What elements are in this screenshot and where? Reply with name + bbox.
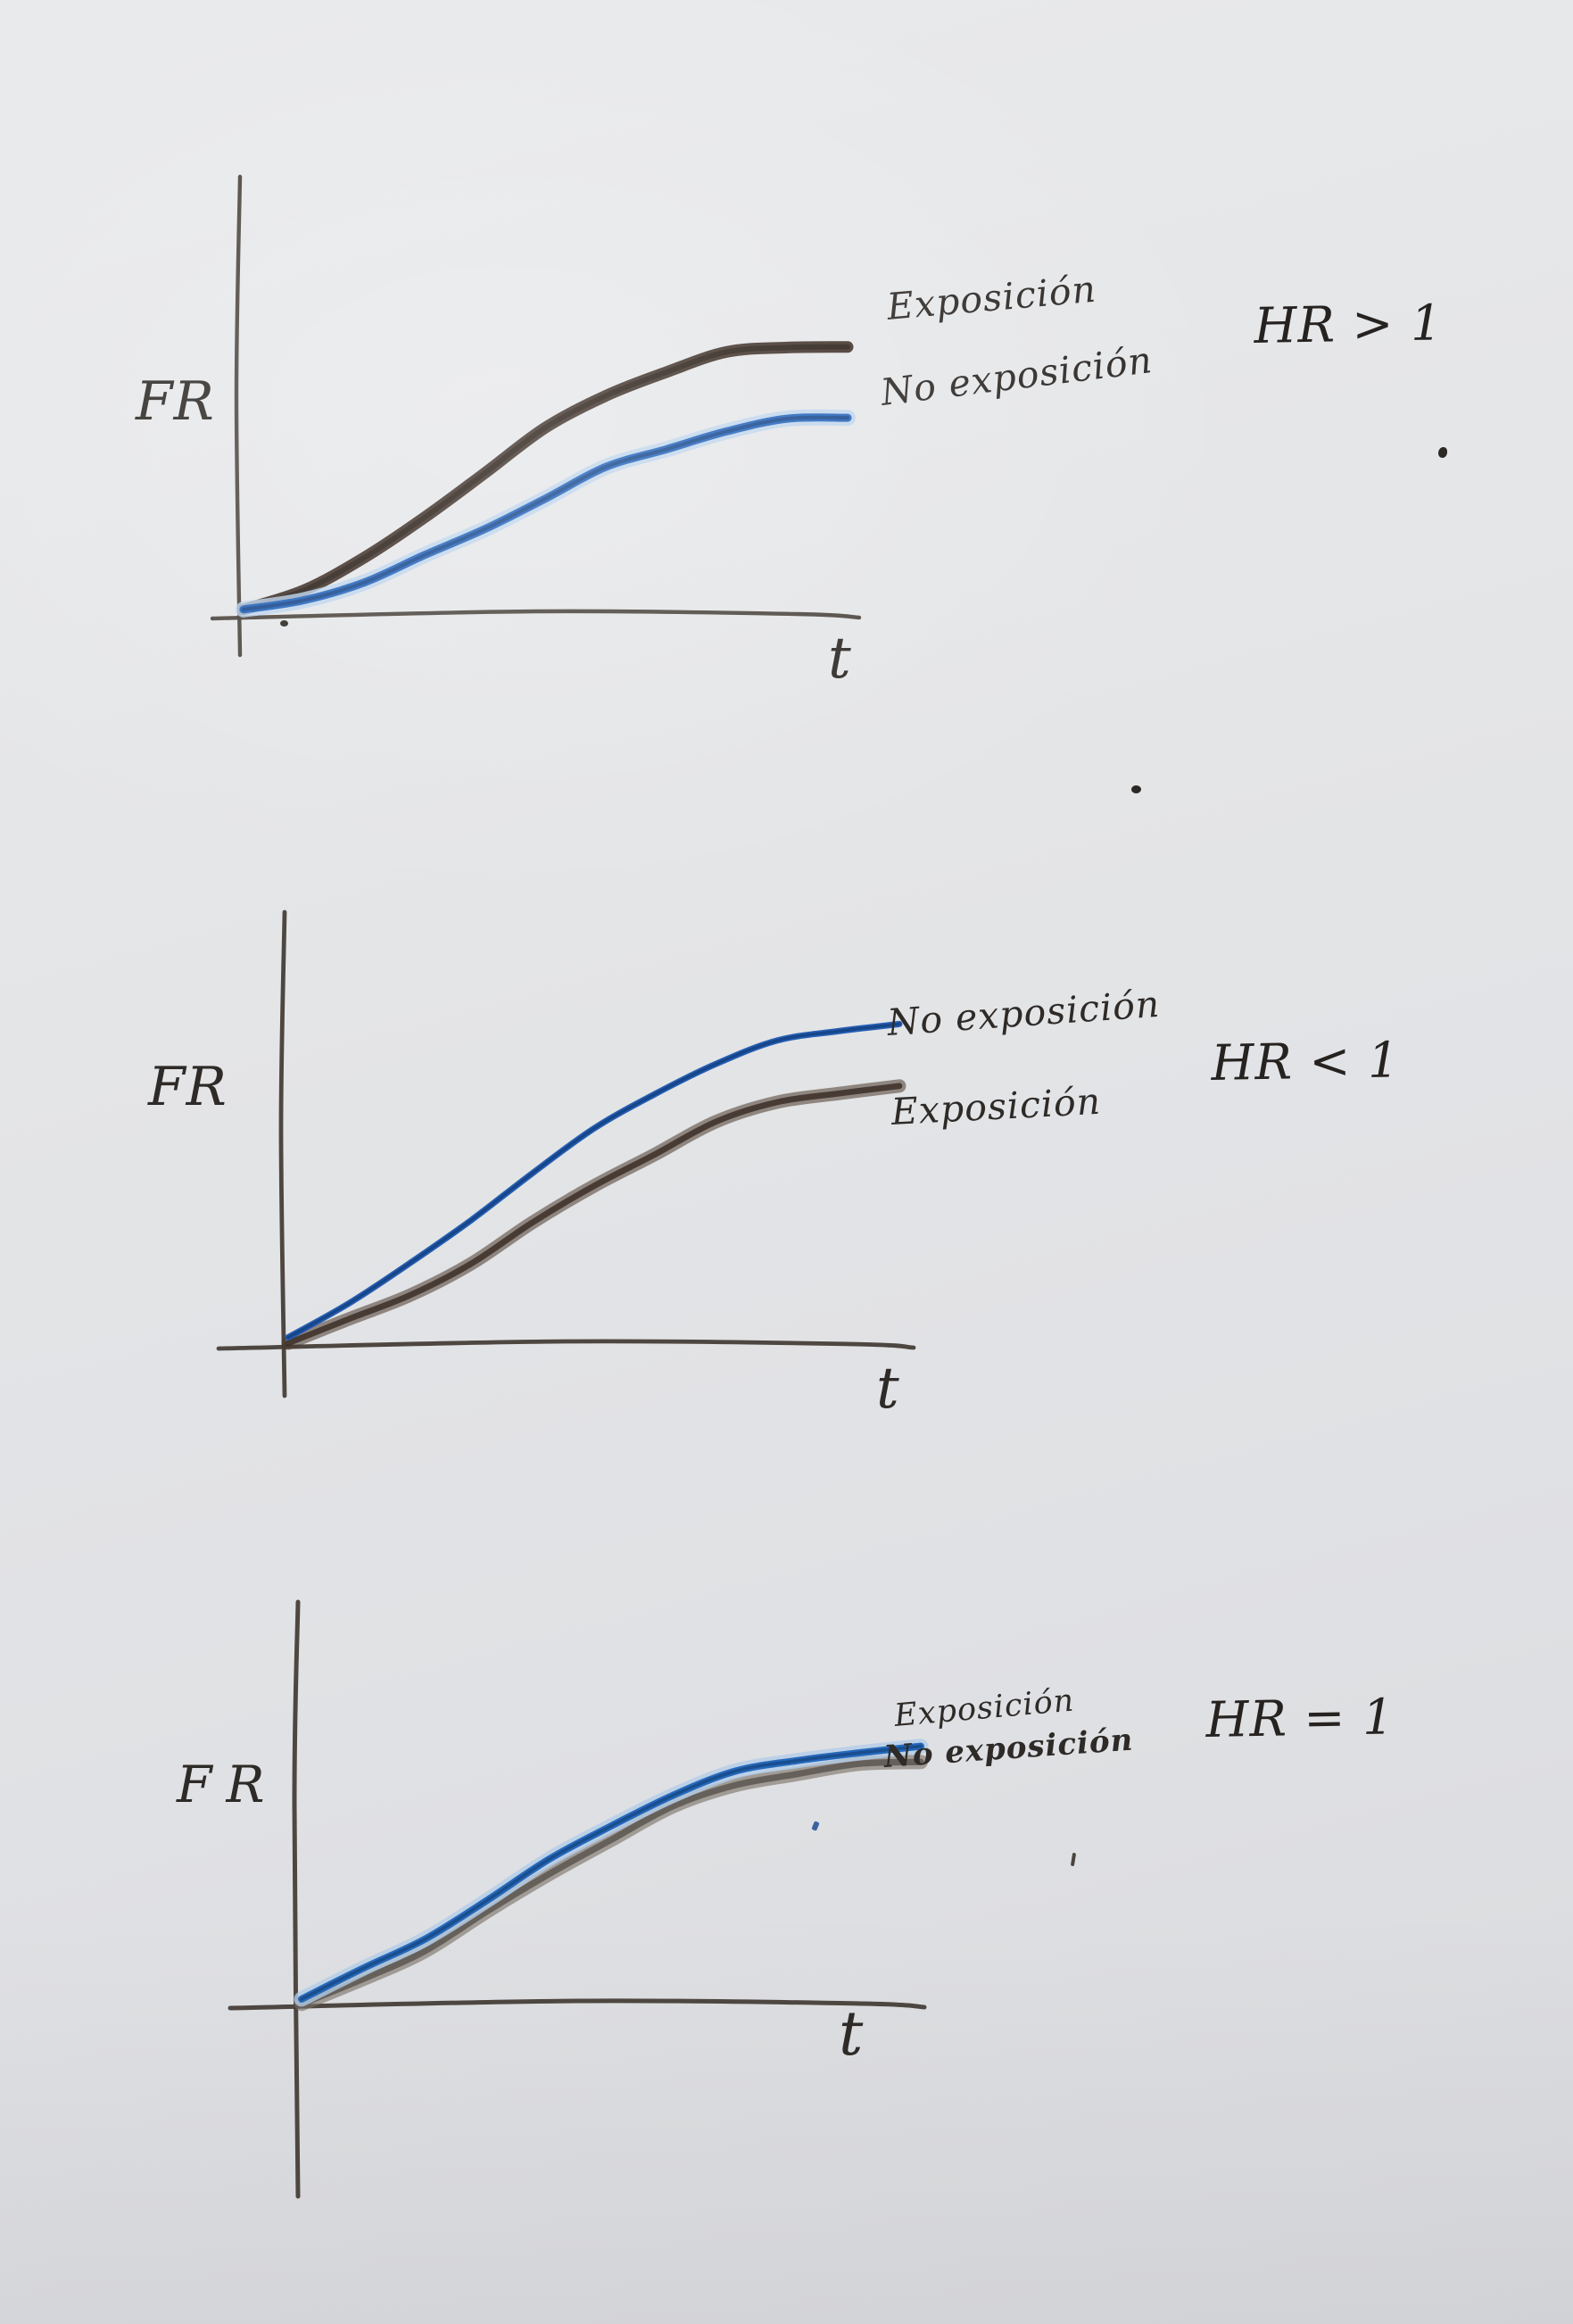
blue-pencil-speck	[811, 1821, 820, 1831]
curve-2-1-no-exposicion	[298, 1742, 924, 2003]
curve-core-2-0	[298, 1758, 924, 2007]
x-axis-line-0	[210, 609, 862, 621]
curve-0-0-exposicion	[237, 341, 854, 616]
curve-2-0-exposicion	[294, 1755, 928, 2012]
ink-speck	[280, 620, 288, 627]
curve-1-1-no-exposicion	[285, 1020, 903, 1340]
ink-speck	[1438, 447, 1447, 458]
y-axis-label: FR	[177, 1755, 279, 1814]
curve-label-exposicion: Exposición	[892, 1682, 1076, 1734]
curve-label-no-exposicion: No exposición	[878, 338, 1155, 414]
curve-halo-0-1	[236, 409, 856, 618]
y-axis-label: FR	[136, 370, 215, 433]
curve-core-1-1	[286, 1022, 901, 1340]
y-axis-line-1	[278, 909, 287, 1399]
y-axis-label: FR	[148, 1056, 228, 1118]
curve-label-no-exposicion: No exposición	[882, 1722, 1135, 1775]
y-axis-line-0	[234, 174, 243, 658]
curve-core-0-0	[241, 344, 850, 612]
curve-core-0-1	[241, 415, 850, 611]
curve-core-1-0	[285, 1083, 903, 1347]
curve-label-no-exposicion: No exposición	[885, 982, 1162, 1044]
curve-halo-2-1	[294, 1739, 929, 2007]
hazard-ratio-annotation: HR = 1	[1205, 1688, 1395, 1748]
curve-0-1-no-exposicion	[239, 413, 852, 614]
curve-core-2-1	[300, 1744, 923, 2001]
y-axis-line-2	[292, 1599, 301, 2199]
hazard-ratio-annotation: HR < 1	[1210, 1031, 1401, 1091]
x-axis-label: t	[828, 626, 852, 692]
curve-label-exposicion: Exposición	[885, 267, 1098, 328]
ink-speck	[1131, 785, 1141, 793]
x-axis-line-2	[228, 1998, 927, 2011]
ink-speck	[1070, 1852, 1077, 1867]
curve-label-exposicion: Exposición	[890, 1079, 1103, 1133]
curve-1-0-exposicion	[281, 1079, 907, 1350]
hazard-ratio-annotation: HR > 1	[1253, 294, 1444, 354]
x-axis-line-1	[216, 1339, 916, 1351]
x-axis-label: t	[876, 1356, 900, 1422]
x-axis-label: t	[839, 1999, 865, 2070]
